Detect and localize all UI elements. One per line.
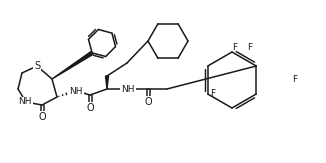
Text: F: F	[232, 44, 238, 52]
Polygon shape	[106, 76, 109, 89]
Text: NH: NH	[121, 84, 135, 94]
Text: S: S	[34, 61, 40, 71]
Text: F: F	[210, 89, 215, 98]
Text: F: F	[292, 75, 298, 84]
Text: O: O	[86, 103, 94, 113]
Text: O: O	[144, 97, 152, 107]
Text: NH: NH	[18, 97, 32, 106]
Text: O: O	[38, 112, 46, 122]
Text: NH: NH	[69, 88, 83, 96]
Polygon shape	[52, 52, 93, 79]
Text: F: F	[247, 43, 253, 52]
